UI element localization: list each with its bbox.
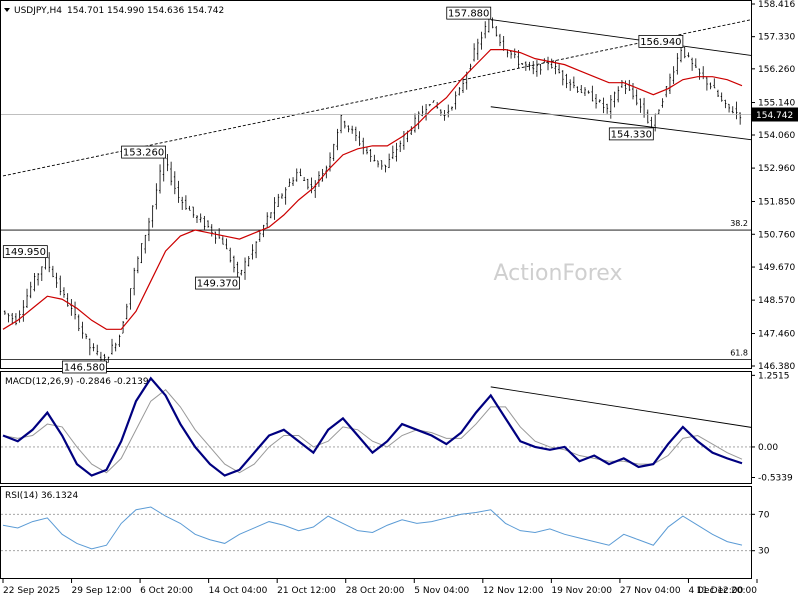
annotation-box: [608, 127, 654, 141]
price-tick-label: 150.760: [758, 230, 795, 240]
annotation-box: [446, 6, 492, 20]
fib-level-label: 38.2: [730, 219, 748, 228]
time-tick-label: 5 Nov 04:00: [414, 586, 469, 596]
channel-lower: [490, 106, 753, 141]
annotation-box: [638, 34, 684, 48]
current-price-box: [752, 107, 798, 122]
annotation-label: 157.880: [448, 9, 489, 20]
fib-level-label: 61.8: [730, 348, 748, 357]
time-tick-label: 19 Nov 20:00: [551, 586, 612, 596]
macd-tick-label: -0.5339: [758, 474, 793, 484]
fib-levels: 38.2 61.8: [1, 219, 751, 360]
macd-trendline: [490, 386, 753, 428]
annotation-box: [121, 145, 166, 159]
price-tick-label: 146.380: [758, 362, 795, 372]
price-tick-label: 152.960: [758, 164, 795, 174]
annotation-label: 153.260: [123, 148, 164, 159]
ohlc-low: 154.636: [147, 6, 184, 16]
price-tick-label: 149.670: [758, 263, 795, 273]
time-tick-label: 29 Sep 12:00: [72, 586, 132, 596]
symbol-title: USDJPY,H4: [14, 6, 62, 16]
price-axis: 158.416 157.330 156.260 155.140 154.060 152.9…: [751, 0, 795, 372]
ohlc-close: 154.742: [187, 6, 224, 16]
rsi-title: RSI(14) 36.1324: [5, 491, 78, 501]
annotation-box: [2, 245, 48, 259]
price-tick-label: 158.416: [758, 0, 795, 10]
price-tick-label: 155.140: [758, 99, 795, 109]
rsi-tick-label: 30: [758, 547, 770, 557]
price-tick-label: 157.330: [758, 33, 795, 43]
current-price-label: 154.742: [756, 111, 793, 121]
channel-upper: [490, 19, 753, 57]
time-tick-label: 28 Oct 20:00: [346, 586, 405, 596]
macd-title: MACD(12,26,9) -0.2846 -0.2139: [5, 377, 149, 387]
annotation-box: [62, 360, 107, 374]
time-tick-label: 22 Sep 2025: [3, 586, 60, 596]
time-tick-label: 21 Oct 12:00: [277, 586, 336, 596]
ema-series-line: [2, 48, 743, 330]
ema-line: [2, 48, 743, 330]
annotation-label: 149.950: [5, 247, 46, 258]
time-tick-label: 14 Oct 04:00: [209, 586, 268, 596]
price-tick-label: 156.260: [758, 65, 795, 75]
rsi-panel-frame: [0, 486, 752, 579]
dropdown-triangle-icon[interactable]: [4, 8, 10, 12]
annotation-label: 154.330: [611, 129, 652, 140]
price-panel-frame: [0, 0, 752, 369]
annotation-label: 149.370: [197, 279, 238, 290]
watermark: ActionForex: [494, 261, 623, 286]
ohlc-open: 154.701: [67, 6, 104, 16]
rsi-tick-label: 70: [758, 510, 770, 520]
time-tick-label: 4 Dec 12:00: [688, 586, 743, 596]
macd-signal-line: [2, 389, 743, 474]
macd-main-line: [2, 376, 743, 477]
time-tick-label: 12 Nov 12:00: [483, 586, 544, 596]
symbol-header: USDJPY,H4 154.701 154.990 154.636 154.74…: [4, 6, 224, 16]
ohlc-high: 154.990: [107, 6, 144, 16]
rsi-panel: 70 30: [1, 506, 770, 557]
price-annotations: 157.880 156.940 153.260 154.330 149.950 149.3…: [2, 6, 684, 374]
macd-tick-label: 1.2515: [758, 371, 790, 381]
annotation-label: 146.580: [64, 362, 105, 373]
macd-tick-label: 0.00: [758, 443, 778, 453]
current-price-marker: 154.742: [1, 107, 798, 122]
time-axis: 22 Sep 2025 29 Sep 12:00 6 Oct 20:00 14 Oct…: [2, 579, 758, 596]
price-tick-label: 154.060: [758, 131, 795, 141]
price-tick-label: 148.570: [758, 296, 795, 306]
price-tick-label: 151.850: [758, 197, 795, 207]
time-tick-label: 27 Nov 04:00: [620, 586, 681, 596]
annotation-label: 156.940: [640, 37, 681, 48]
macd-panel: 1.2515 0.00 -0.5339: [1, 371, 793, 484]
rsi-series-line: [2, 506, 743, 550]
candles: [3, 10, 742, 365]
time-tick-label: 6 Oct 20:00: [140, 586, 193, 596]
time-tick-label: 11 Dec 20:00: [696, 586, 757, 596]
annotation-box: [195, 276, 240, 290]
price-tick-label: 147.460: [758, 330, 795, 340]
